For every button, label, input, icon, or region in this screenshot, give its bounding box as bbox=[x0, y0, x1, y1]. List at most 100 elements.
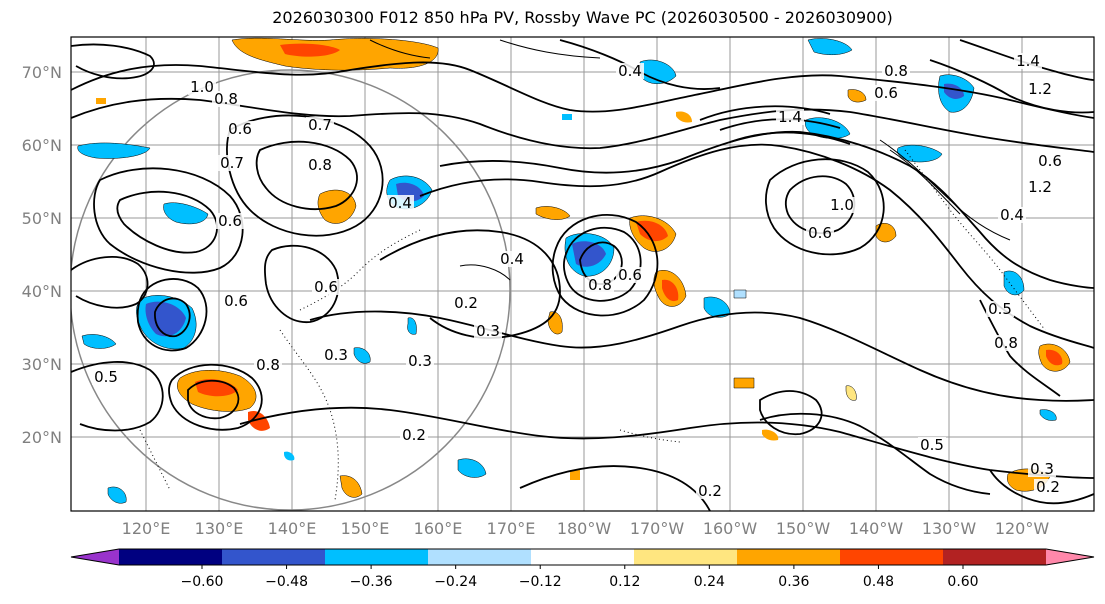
lon-label: 120°E bbox=[122, 519, 171, 538]
contour-label-bg bbox=[872, 85, 900, 101]
colorbar-outline bbox=[70, 548, 1095, 566]
contour-label-bg bbox=[92, 369, 120, 385]
contour-label-bg bbox=[406, 353, 434, 369]
contour-label-bg bbox=[386, 195, 414, 211]
colorbar-swatch bbox=[840, 549, 944, 565]
colorbar-tick-label: 0.60 bbox=[947, 574, 978, 590]
colorbar-swatch bbox=[325, 549, 429, 565]
contour-label-bg bbox=[218, 155, 246, 171]
contour-label: 0.4 bbox=[500, 250, 524, 268]
contour-label-bg bbox=[806, 225, 834, 241]
contour-label-bg bbox=[882, 63, 910, 79]
colorbar-swatch bbox=[943, 549, 1047, 565]
lat-label: 40°N bbox=[22, 282, 62, 301]
contour-label: 0.5 bbox=[920, 436, 944, 454]
contour-label: 0.7 bbox=[220, 154, 244, 172]
contour-label: 0.8 bbox=[308, 156, 332, 174]
contour-label-bg bbox=[696, 483, 724, 499]
contour-label-bg bbox=[216, 213, 244, 229]
contour-label: 0.8 bbox=[994, 334, 1018, 352]
contour-label: 1.4 bbox=[1016, 52, 1040, 70]
contour-label: 0.4 bbox=[1000, 206, 1024, 224]
map-title: 2026030300 F012 850 hPa PV, Rossby Wave … bbox=[272, 8, 893, 27]
contour-label-bg bbox=[1036, 153, 1064, 169]
lon-label: 130°E bbox=[195, 519, 244, 538]
contour-label: 0.8 bbox=[214, 90, 238, 108]
colorbar-tick-label: −0.60 bbox=[181, 574, 224, 590]
colorbar-tick-label: 0.36 bbox=[778, 574, 809, 590]
contour-label-bg bbox=[616, 267, 644, 283]
lon-label: 140°E bbox=[268, 519, 317, 538]
contour-label-bg bbox=[776, 109, 804, 125]
colorbar-tick-label: −0.12 bbox=[519, 574, 562, 590]
contour-label-bg bbox=[1026, 81, 1054, 97]
contour-label: 0.6 bbox=[228, 120, 252, 138]
contour-label-bg bbox=[986, 301, 1014, 317]
contour-label: 0.3 bbox=[324, 346, 348, 364]
contour-label-bg bbox=[312, 279, 340, 295]
colorbar-max-arrow bbox=[1046, 549, 1094, 565]
colorbar: −0.60 −0.48 −0.36 −0.24 −0.12 0.12 0.24 0.36 0.4… bbox=[70, 548, 1095, 590]
positive-anomaly-patches bbox=[96, 37, 1071, 498]
contour-label: 0.2 bbox=[454, 294, 478, 312]
contour-label: 0.3 bbox=[476, 322, 500, 340]
lon-label: 150°W bbox=[776, 519, 831, 538]
contour-label-bg bbox=[474, 323, 502, 339]
colorbar-swatch bbox=[737, 549, 841, 565]
contour-label: 0.4 bbox=[618, 62, 642, 80]
colorbar-swatch bbox=[222, 549, 326, 565]
contour-label: 0.6 bbox=[224, 292, 248, 310]
colorbar-swatch bbox=[634, 549, 738, 565]
colorbar-swatch bbox=[531, 549, 635, 565]
contour-label-bg bbox=[1034, 479, 1062, 495]
contour-label: 0.2 bbox=[698, 482, 722, 500]
contour-label-bg bbox=[322, 347, 350, 363]
colorbar-tick-label: 0.12 bbox=[609, 574, 640, 590]
contour-label-bg bbox=[616, 63, 644, 79]
contour-label: 0.3 bbox=[1030, 460, 1054, 478]
contour-label-bg bbox=[918, 437, 946, 453]
lon-label: 180°W bbox=[557, 519, 612, 538]
contour-label-bg bbox=[212, 91, 240, 107]
contour-label-bg bbox=[254, 357, 282, 373]
contour-label: 0.2 bbox=[1036, 478, 1060, 496]
contour-label-bg bbox=[188, 79, 216, 95]
contour-label: 0.6 bbox=[1038, 152, 1062, 170]
colorbar-tick-label: −0.48 bbox=[265, 574, 308, 590]
colorbar-swatch bbox=[428, 549, 532, 565]
contour-label: 1.0 bbox=[830, 196, 854, 214]
lat-label: 50°N bbox=[22, 209, 62, 228]
contour-label-bg bbox=[452, 295, 480, 311]
contour-label: 0.6 bbox=[808, 224, 832, 242]
contour-label: 0.6 bbox=[618, 266, 642, 284]
contour-label: 1.4 bbox=[778, 108, 802, 126]
thin-contours bbox=[369, 39, 1011, 281]
lon-label: 130°W bbox=[922, 519, 977, 538]
map-frame bbox=[70, 36, 1095, 512]
latitude-axis: 70°N 60°N 50°N 40°N 30°N 20°N bbox=[22, 63, 62, 447]
lon-label: 150°E bbox=[341, 519, 390, 538]
lon-label: 120°W bbox=[995, 519, 1050, 538]
lon-label: 160°E bbox=[414, 519, 463, 538]
colorbar-tick-label: 0.48 bbox=[863, 574, 894, 590]
contour-label: 0.7 bbox=[308, 116, 332, 134]
contour-label: 0.2 bbox=[402, 426, 426, 444]
contour-label: 1.0 bbox=[190, 78, 214, 96]
contour-label-bg bbox=[400, 427, 428, 443]
lon-label: 170°W bbox=[630, 519, 685, 538]
contour-label: 0.6 bbox=[218, 212, 242, 230]
contour-label: 0.6 bbox=[314, 278, 338, 296]
contour-label-bg bbox=[498, 251, 526, 267]
contour-label-bg bbox=[222, 293, 250, 309]
colorbar-tick-label: −0.24 bbox=[434, 574, 477, 590]
contour-label-bg bbox=[992, 335, 1020, 351]
contour-label: 0.8 bbox=[884, 62, 908, 80]
lon-label: 140°W bbox=[849, 519, 904, 538]
contour-label-bg bbox=[226, 121, 254, 137]
colorbar-swatch bbox=[119, 549, 223, 565]
contour-label: 0.5 bbox=[94, 368, 118, 386]
longitude-axis: 120°E 130°E 140°E 150°E 160°E 170°E 180°… bbox=[122, 519, 1050, 538]
contour-label: 0.3 bbox=[408, 352, 432, 370]
contour-label-bg bbox=[306, 117, 334, 133]
